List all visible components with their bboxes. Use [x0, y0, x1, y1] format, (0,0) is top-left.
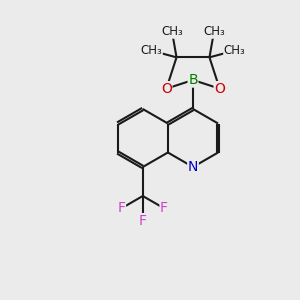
- Text: CH₃: CH₃: [203, 25, 225, 38]
- Text: F: F: [160, 201, 168, 215]
- Text: O: O: [161, 82, 172, 96]
- Text: CH₃: CH₃: [161, 25, 183, 38]
- Text: B: B: [188, 73, 198, 87]
- Text: CH₃: CH₃: [140, 44, 162, 57]
- Text: CH₃: CH₃: [224, 44, 245, 57]
- Text: N: N: [188, 160, 198, 174]
- Text: F: F: [117, 201, 125, 215]
- Text: F: F: [139, 214, 147, 228]
- Text: O: O: [214, 82, 225, 96]
